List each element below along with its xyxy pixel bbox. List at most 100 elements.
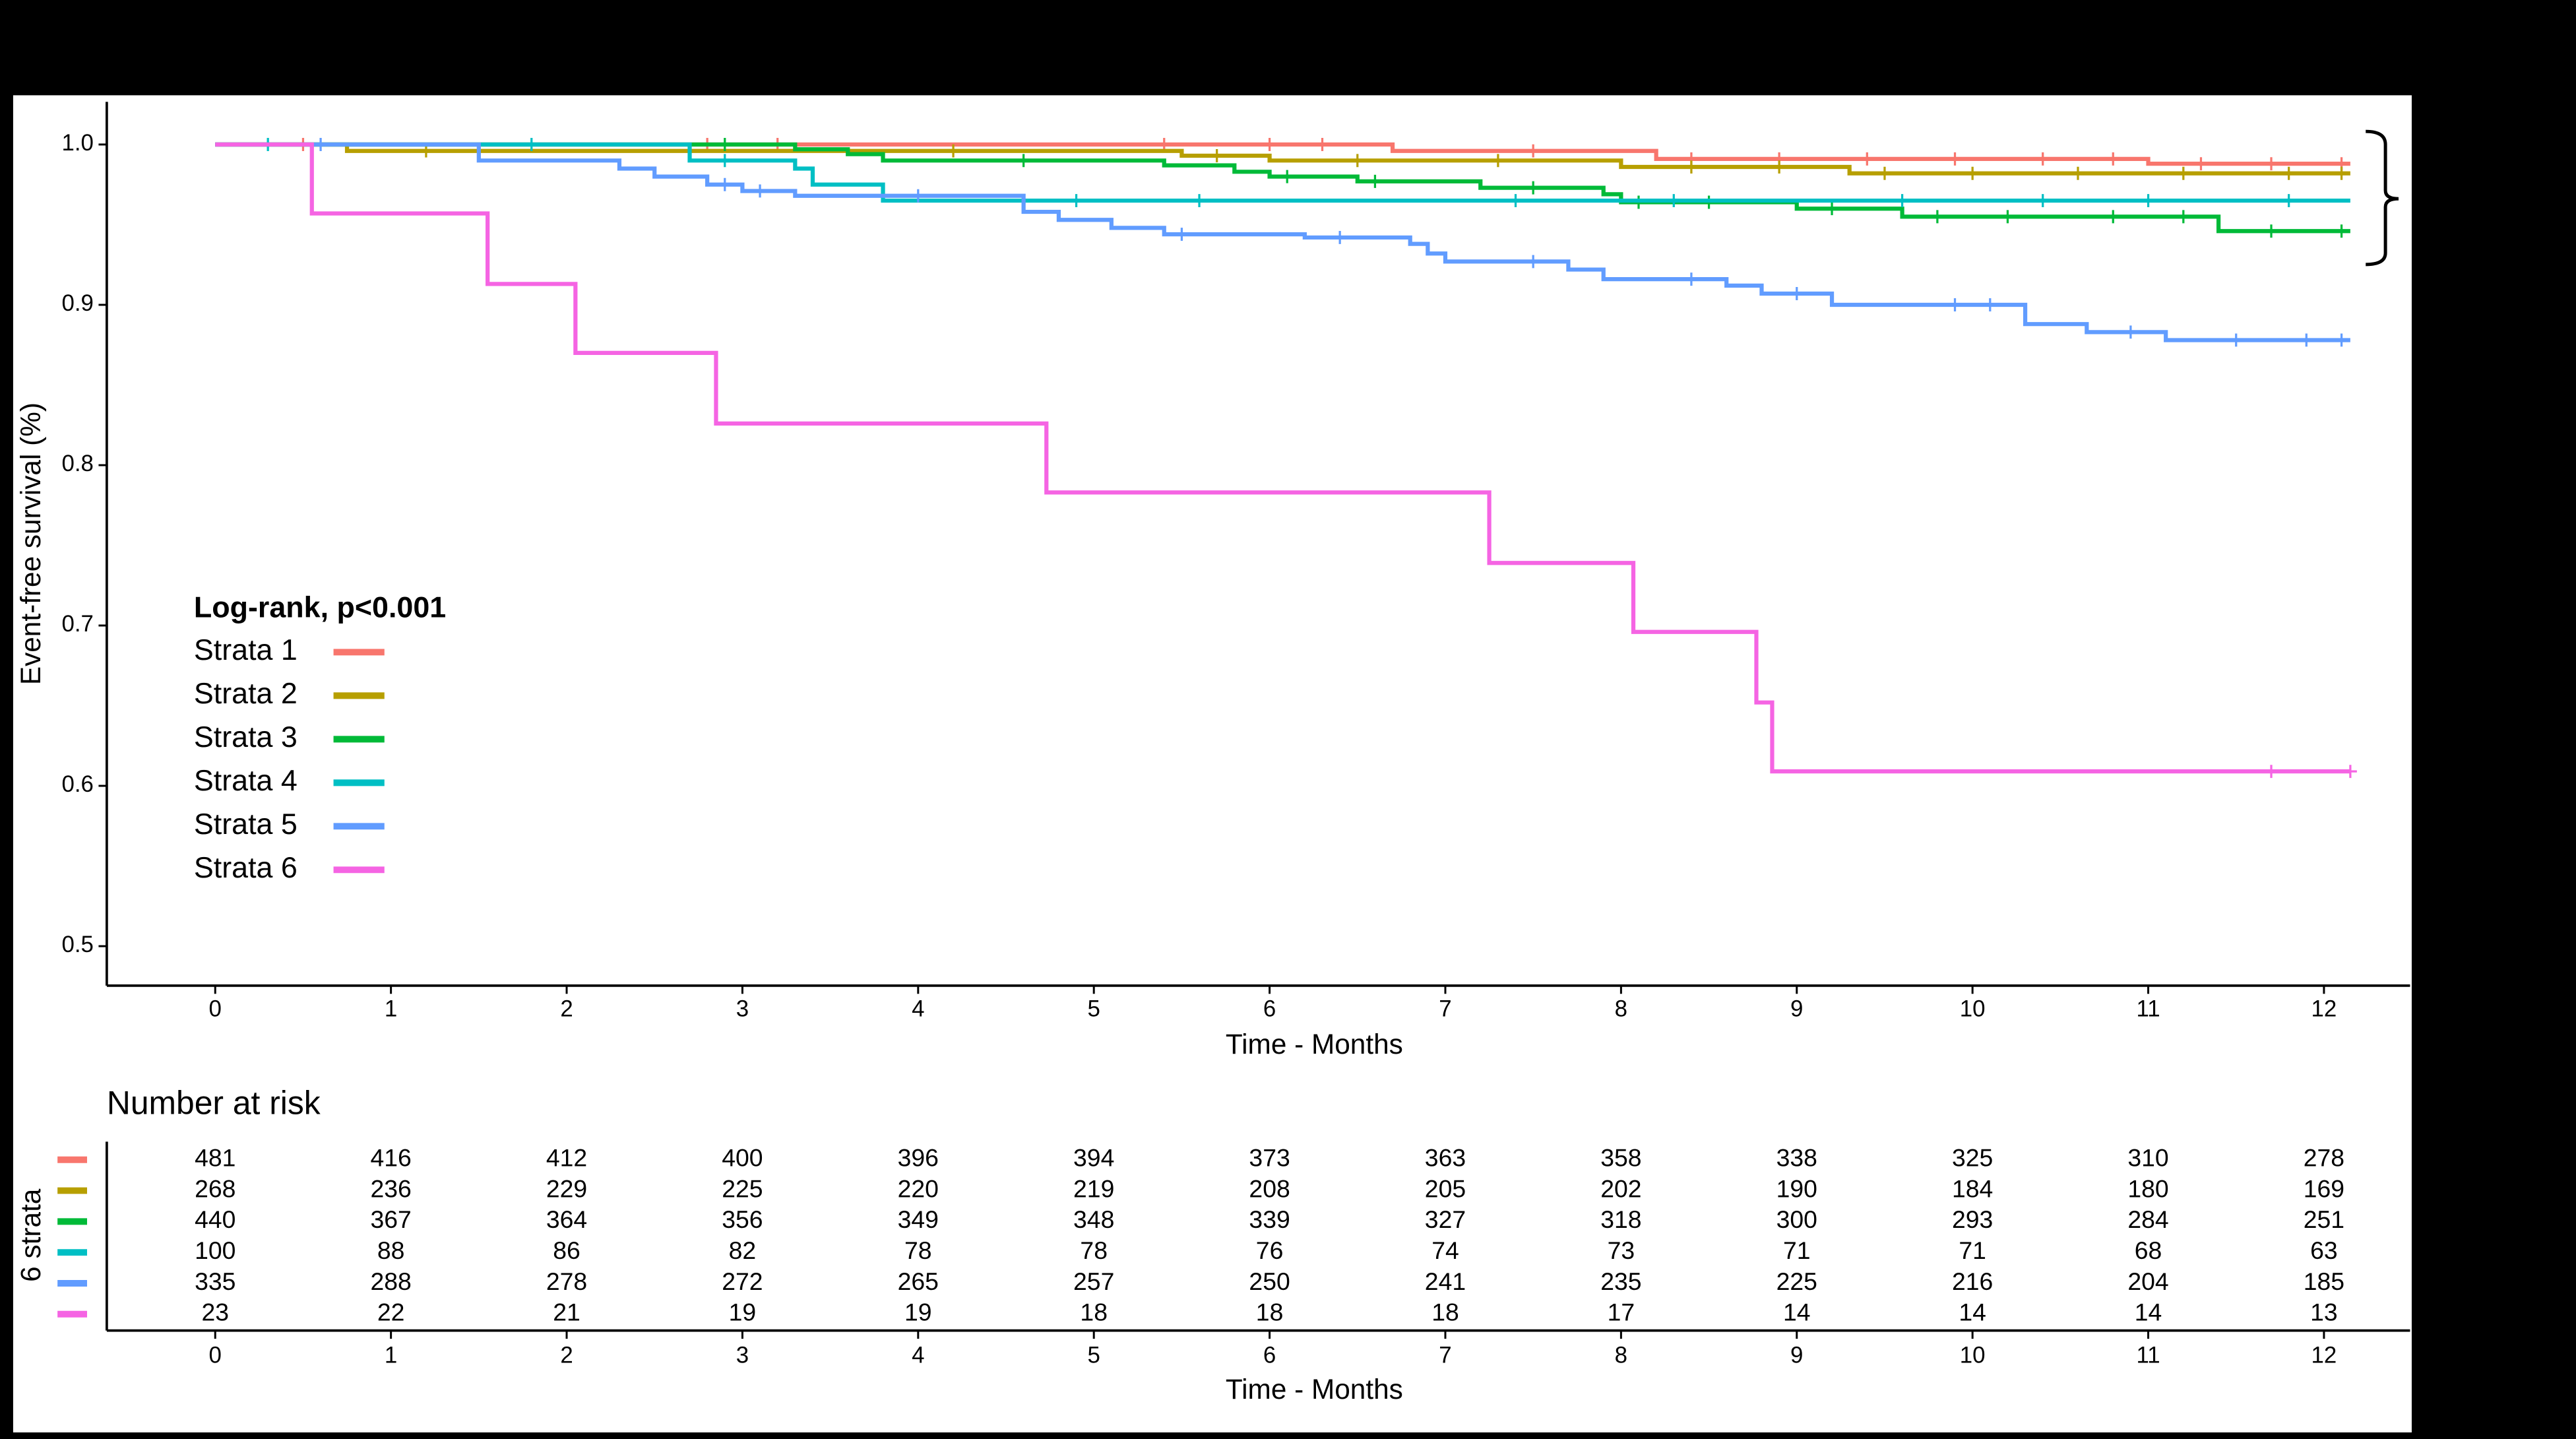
y-axis-title: Event-free survival (%) (15, 402, 46, 685)
risk-count: 293 (1952, 1205, 1993, 1233)
risk-count: 400 (722, 1144, 763, 1172)
censor-mark (1315, 138, 1329, 151)
x-tick-label: 5 (1088, 996, 1100, 1021)
risk-x-tick-label: 7 (1439, 1343, 1451, 1368)
risk-count: 367 (370, 1205, 411, 1233)
censor-mark (1526, 181, 1540, 195)
censor-mark (2176, 210, 2190, 224)
y-tick-label: 0.9 (61, 290, 93, 316)
risk-count: 88 (377, 1236, 405, 1264)
risk-x-tick-label: 8 (1615, 1343, 1627, 1368)
survival-curve (215, 142, 2350, 234)
risk-count: 205 (1425, 1174, 1466, 1202)
censor-mark (1333, 230, 1347, 244)
censor-mark (1790, 287, 1804, 300)
risk-count: 74 (1431, 1236, 1459, 1264)
censor-mark (1825, 202, 1838, 216)
x-tick-label: 0 (209, 996, 222, 1021)
y-tick-label: 0.6 (61, 771, 93, 797)
risk-count: 251 (2304, 1205, 2344, 1233)
risk-count: 169 (2304, 1174, 2344, 1202)
risk-count: 220 (898, 1174, 939, 1202)
censor-mark (2265, 224, 2278, 238)
legend-label: Strata 6 (194, 851, 298, 884)
risk-count: 208 (1249, 1174, 1290, 1202)
censor-mark (1667, 194, 1681, 208)
risk-x-tick-label: 0 (209, 1343, 222, 1368)
risk-count: 225 (722, 1174, 763, 1202)
risk-count: 71 (1783, 1236, 1811, 1264)
risk-count: 363 (1425, 1144, 1466, 1172)
risk-count: 204 (2127, 1267, 2168, 1295)
risk-count: 327 (1425, 1205, 1466, 1233)
censor-mark (2123, 325, 2137, 339)
censor-mark (1860, 152, 1874, 166)
survival-curve (215, 142, 2350, 166)
censor-mark (1491, 154, 1505, 168)
risk-count: 440 (195, 1205, 236, 1233)
censor-mark (2001, 210, 2015, 224)
risk-count: 348 (1073, 1205, 1114, 1233)
risk-count: 19 (904, 1298, 932, 1326)
x-tick-label: 12 (2311, 996, 2337, 1021)
censor-mark (1948, 152, 1962, 166)
legend-label: Strata 2 (194, 677, 298, 710)
risk-count: 184 (1952, 1174, 1993, 1202)
risk-x-tick-label: 4 (912, 1343, 924, 1368)
risk-count: 18 (1080, 1298, 1108, 1326)
censor-mark (2106, 152, 2120, 166)
risk-x-tick-label: 3 (736, 1343, 749, 1368)
censor-mark (2282, 166, 2296, 180)
risk-count: 356 (722, 1205, 763, 1233)
risk-count: 412 (546, 1144, 587, 1172)
legend-title: Log-rank, p<0.001 (194, 591, 446, 624)
y-tick-label: 0.5 (61, 932, 93, 957)
risk-count: 63 (2310, 1236, 2338, 1264)
bracket (2366, 129, 2399, 267)
risk-count: 14 (1959, 1298, 1986, 1326)
x-tick-label: 3 (736, 996, 749, 1021)
risk-count: 18 (1256, 1298, 1284, 1326)
censor-mark (2335, 333, 2348, 347)
risk-x-tick-label: 5 (1088, 1343, 1100, 1368)
risk-count: 394 (1073, 1144, 1114, 1172)
x-tick-label: 9 (1790, 996, 1803, 1021)
censor-mark (1895, 194, 1909, 208)
risk-count: 82 (729, 1236, 757, 1264)
risk-x-tick-label: 2 (560, 1343, 573, 1368)
censor-mark (2335, 166, 2348, 180)
risk-count: 180 (2127, 1174, 2168, 1202)
risk-count: 225 (1776, 1267, 1817, 1295)
censor-mark (2036, 194, 2050, 208)
risk-count: 257 (1073, 1267, 1114, 1295)
censor-mark (1930, 210, 1944, 224)
censor-mark (2036, 152, 2050, 166)
censor-mark (1263, 138, 1276, 151)
x-tick-label: 11 (2136, 996, 2160, 1021)
risk-x-tick-label: 10 (1960, 1343, 1986, 1368)
risk-count: 17 (1608, 1298, 1635, 1326)
legend-label: Strata 3 (194, 720, 298, 753)
risk-count: 358 (1600, 1144, 1641, 1172)
censor-mark (2229, 333, 2243, 347)
censor-mark (1350, 154, 1364, 168)
censor-mark (2265, 765, 2278, 779)
censor-mark (718, 177, 732, 191)
risk-count: 288 (370, 1267, 411, 1295)
risk-x-tick-label: 1 (385, 1343, 397, 1368)
censor-mark (1175, 228, 1189, 241)
risk-table-x-title: Time - Months (1226, 1374, 1403, 1405)
censor-mark (1509, 194, 1523, 208)
censor-mark (2335, 224, 2348, 238)
risk-count: 396 (898, 1144, 939, 1172)
risk-count: 13 (2310, 1298, 2338, 1326)
risk-x-tick-label: 6 (1263, 1343, 1276, 1368)
legend-label: Strata 1 (194, 633, 298, 666)
risk-count: 100 (195, 1236, 236, 1264)
risk-count: 265 (898, 1267, 939, 1295)
risk-count: 235 (1600, 1267, 1641, 1295)
survival-curve (215, 142, 2350, 342)
risk-count: 272 (722, 1267, 763, 1295)
risk-count: 236 (370, 1174, 411, 1202)
